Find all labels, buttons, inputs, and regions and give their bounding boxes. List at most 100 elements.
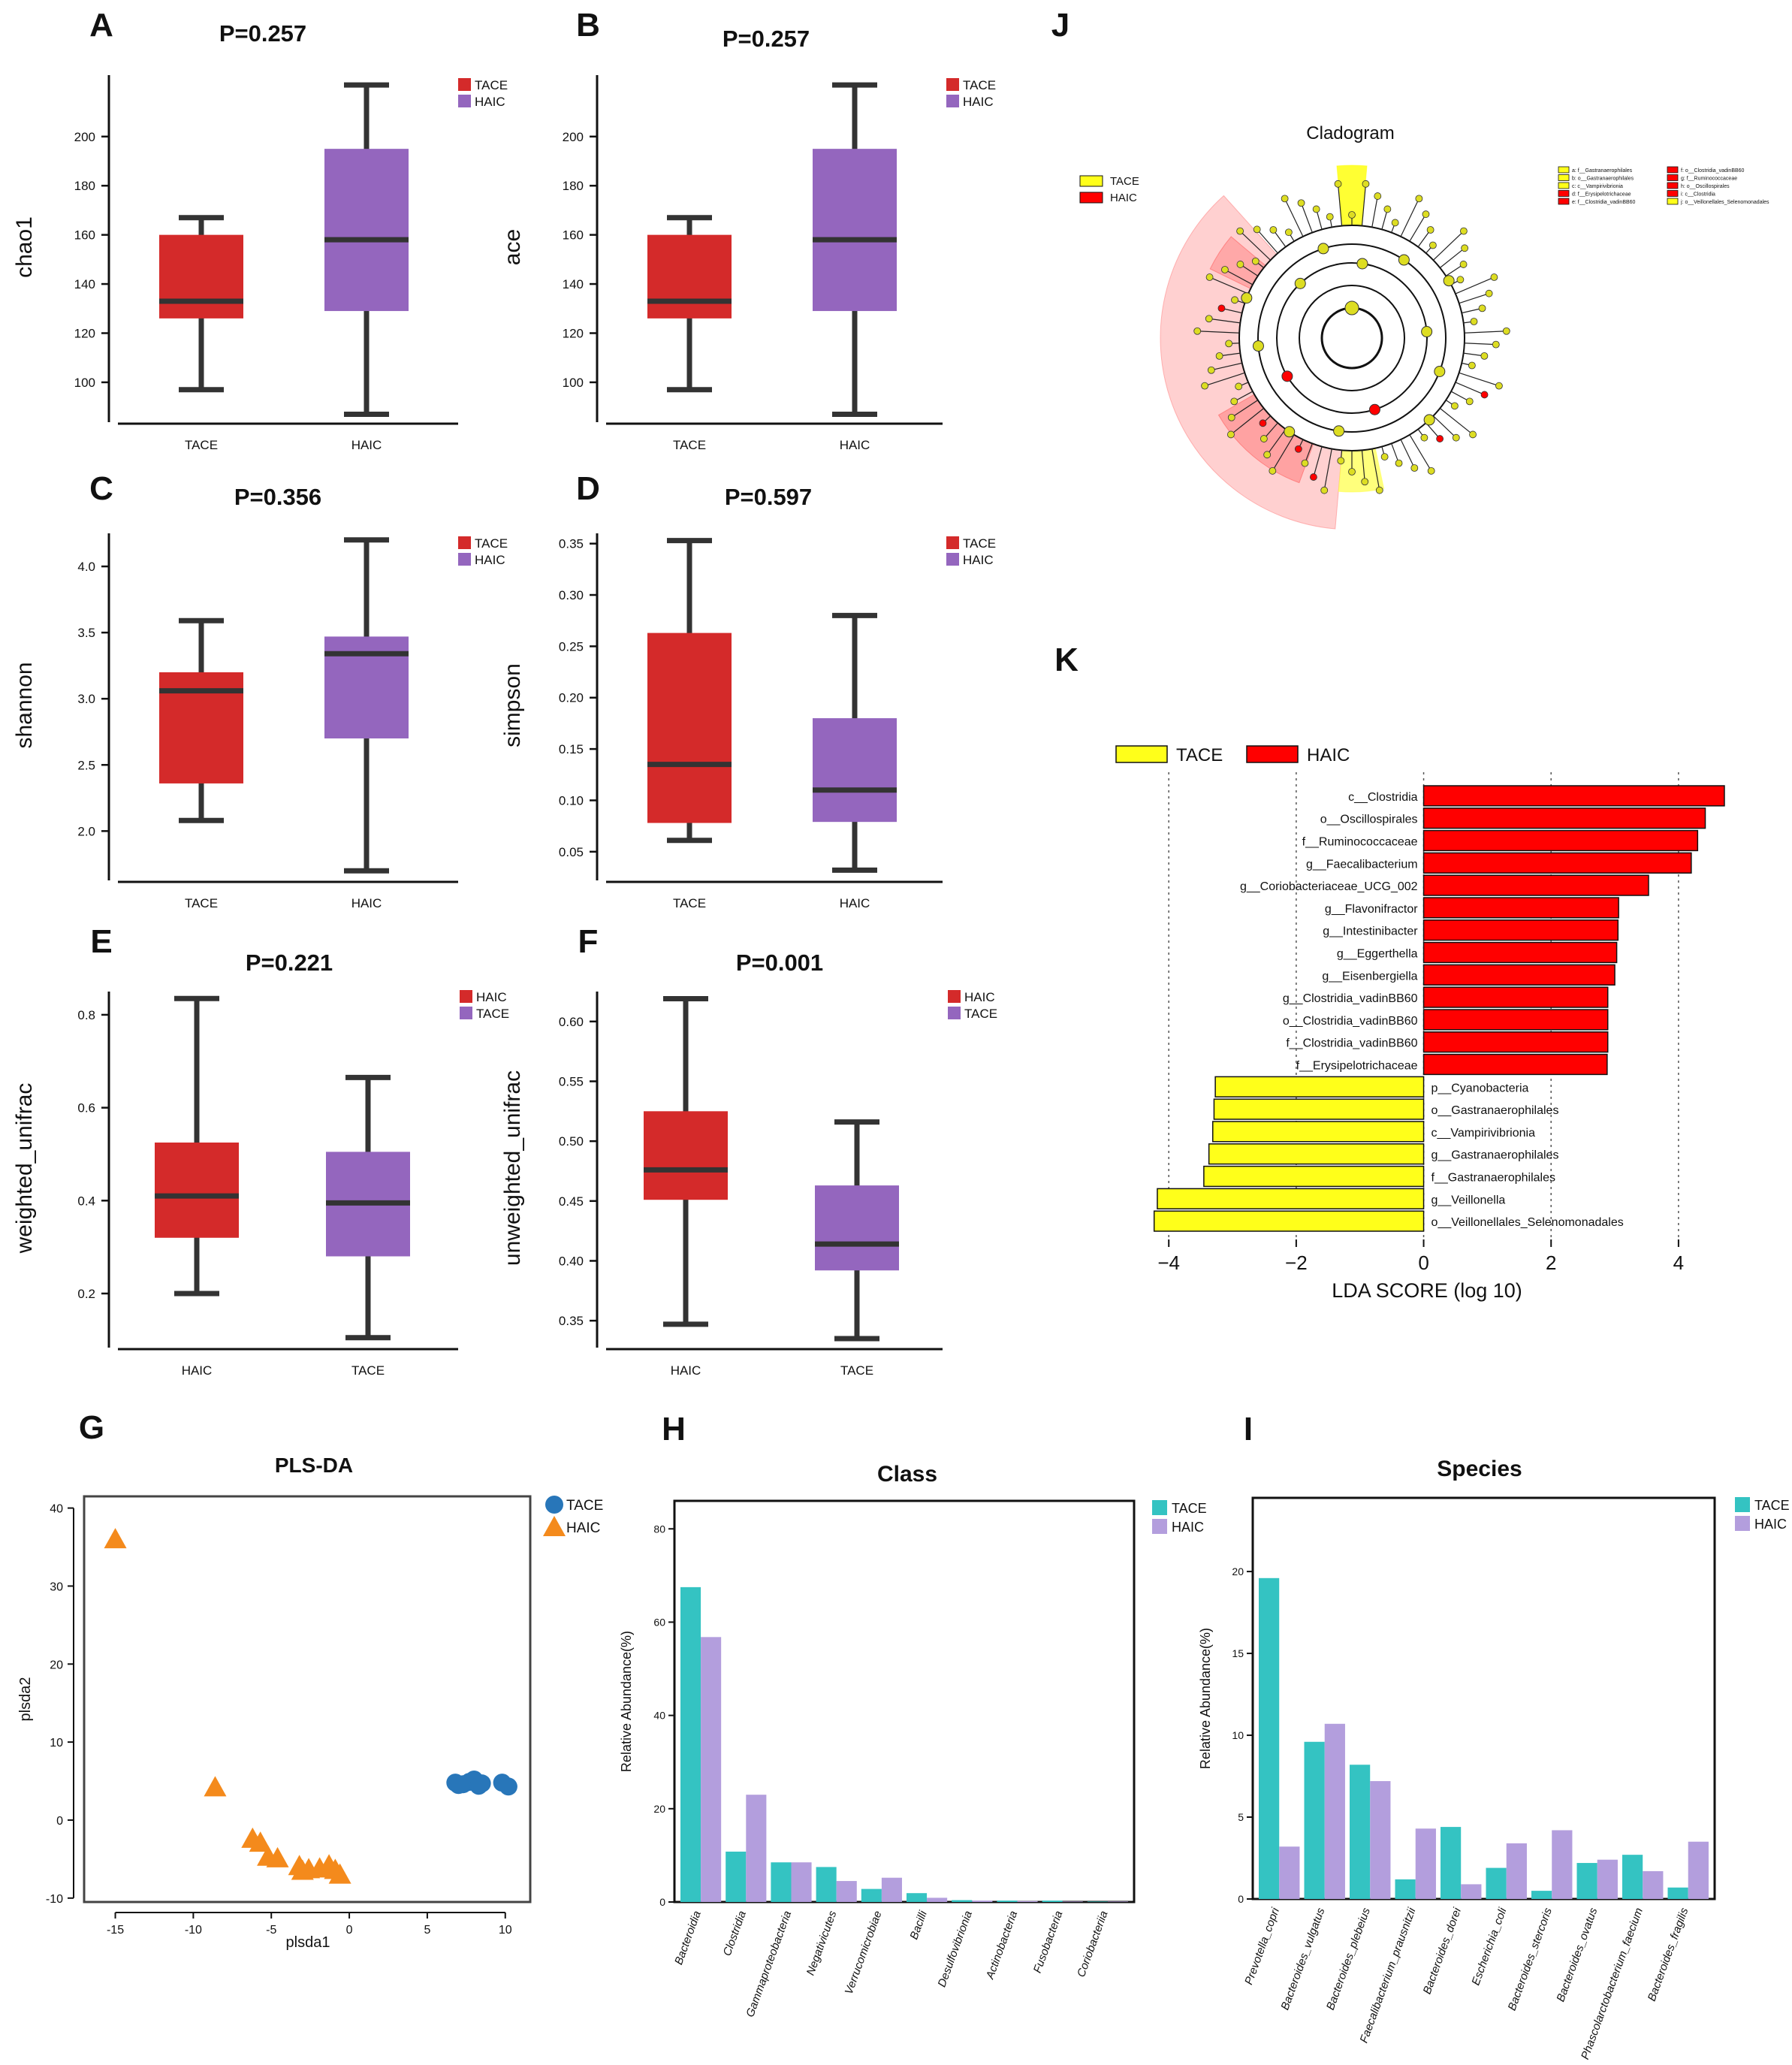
tree-branch — [1257, 229, 1278, 254]
tree-node — [1461, 244, 1469, 252]
y-tick-label: 20 — [50, 1659, 63, 1671]
tree-node — [1334, 180, 1342, 188]
y-axis-label: shannon — [12, 662, 37, 748]
key-label: f: o__Clostridia_vadinBB60 — [1681, 168, 1745, 174]
tree-node — [1310, 473, 1317, 481]
bar-haic — [972, 1900, 993, 1902]
tree-node — [1398, 254, 1410, 266]
category-label: Bacteroides_plebeius — [1324, 1906, 1373, 2012]
category-label: Gammaproteobacteria — [744, 1910, 794, 2019]
legend-label: HAIC — [963, 553, 994, 567]
bar-tace — [1531, 1891, 1552, 1899]
panel-d-boxplot: D P=0.597 0.05 0.10 0.15 0.20 0.25 0.30 0.35 simp… — [500, 470, 996, 910]
legend-swatch — [458, 553, 471, 566]
tree-branch — [1433, 415, 1457, 439]
legend-label: TACE — [1110, 175, 1139, 188]
legend-swatch — [946, 95, 959, 107]
tree-branch — [1459, 372, 1500, 387]
y-tick-label: 0.25 — [559, 639, 584, 654]
bar-tace — [816, 1867, 837, 1902]
lda-bar-tace — [1214, 1076, 1425, 1097]
y-tick-label: 80 — [653, 1523, 665, 1535]
y-tick-label: 15 — [1232, 1647, 1244, 1659]
legend-label: HAIC — [1754, 1517, 1787, 1532]
panel-k-lda: K TACE HAIC −4 −2 0 2 4 c__Clostridia o__Oscillos… — [1054, 642, 1725, 1302]
bar-tace — [1576, 1863, 1597, 1899]
p-value-title: P=0.221 — [246, 949, 333, 976]
tree-node — [1221, 266, 1229, 273]
tree-branch — [1361, 183, 1367, 226]
legend-label: TACE — [1172, 1501, 1207, 1516]
legend-swatch — [458, 95, 471, 107]
bar-haic — [1017, 1900, 1038, 1902]
tree-branch — [1371, 448, 1380, 491]
panel-label: E — [90, 923, 112, 960]
lda-bar-haic — [1422, 919, 1619, 941]
bar-tace — [680, 1586, 701, 1902]
y-tick-label: 200 — [74, 130, 95, 144]
lda-bar-haic — [1422, 1053, 1608, 1076]
category-label: Bacteroides_stercoris — [1506, 1906, 1555, 2012]
point-tace — [449, 1776, 468, 1795]
point-haic — [328, 1863, 351, 1884]
y-axis-label: ace — [500, 229, 525, 265]
legend-label: TACE — [475, 78, 508, 92]
tree-node — [1253, 225, 1261, 234]
y-tick-label: 100 — [74, 376, 95, 390]
tree-branch — [1439, 247, 1465, 268]
tree-branch — [1272, 434, 1295, 472]
key-label: d: f__Erysipelotrichaceae — [1572, 192, 1631, 198]
tree-node — [1241, 292, 1253, 304]
tree-node — [1312, 205, 1320, 213]
category-label: Bacilli — [907, 1909, 930, 1941]
category-label: Bacteroides_ovatus — [1554, 1906, 1600, 2003]
tree-node — [1236, 261, 1244, 268]
chart-title: PLS-DA — [275, 1454, 353, 1477]
tree-node — [1469, 430, 1477, 439]
tree-node — [1450, 402, 1459, 410]
y-tick-label: 0.20 — [559, 691, 584, 705]
panel-c-boxplot: C P=0.356 2.0 2.5 3.0 3.5 4.0 shannon TACE HAIC TA… — [12, 470, 508, 910]
legend-swatch — [458, 78, 471, 91]
y-axis-label: Relative Abundance(%) — [1198, 1628, 1213, 1769]
tree-ring — [1276, 262, 1428, 414]
legend-swatch — [1152, 1519, 1167, 1534]
tree-node — [1421, 326, 1433, 338]
bar-haic — [836, 1881, 857, 1902]
tree-node — [1227, 430, 1235, 439]
tree-node — [1492, 340, 1500, 349]
key-label: h: o__Oscillospirales — [1681, 184, 1730, 189]
legend-swatch — [1152, 1500, 1167, 1515]
tree-ring — [1299, 285, 1405, 391]
tree-branch — [1464, 343, 1496, 346]
tree-node — [1459, 261, 1468, 268]
tree-node — [1284, 228, 1293, 237]
panel-f-boxplot: F P=0.001 0.35 0.40 0.45 0.50 0.55 0.60 unweight… — [500, 923, 997, 1378]
y-tick-label: 160 — [74, 228, 95, 243]
tree-node — [1284, 426, 1296, 438]
x-axis-label: plsda1 — [286, 1934, 330, 1951]
panel-label: H — [662, 1411, 686, 1448]
tree-node — [1217, 304, 1226, 312]
y-tick-label: 10 — [50, 1737, 63, 1750]
point-haic — [249, 1831, 272, 1852]
y-tick-label: 0.2 — [77, 1287, 95, 1301]
tree-node — [1207, 366, 1215, 374]
panel-j-cladogram: J Cladogram TACE HAIC a: f__Gastranaerophila… — [1051, 7, 1769, 530]
tree-node — [1426, 226, 1435, 234]
tree-branch — [1323, 448, 1332, 491]
tree-node — [1294, 277, 1306, 289]
tree-node — [1456, 276, 1465, 284]
tree-node — [1225, 340, 1233, 348]
bar-haic — [1552, 1830, 1573, 1899]
tree-branch — [1230, 408, 1265, 435]
legend-label: TACE — [964, 1007, 997, 1021]
tree-node — [1420, 433, 1428, 442]
tree-branch — [1208, 318, 1241, 324]
tree-branch — [1284, 198, 1304, 237]
legend-label: HAIC — [475, 95, 505, 109]
tree-node — [1468, 361, 1476, 370]
bar-tace — [1622, 1855, 1643, 1899]
y-tick-label: -10 — [46, 1893, 63, 1906]
